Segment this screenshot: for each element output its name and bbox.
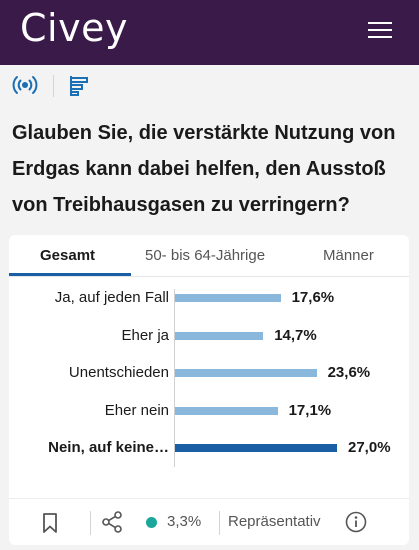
info-icon[interactable] [345,511,367,533]
footer-divider [219,511,220,535]
bar [175,369,317,377]
bar-value-label: 27,0% [348,439,391,456]
results-bar-chart: Ja, auf jeden Fall 17,6% Eher ja 14,7% Unent… [9,277,409,482]
bookmark-icon[interactable] [42,512,58,534]
bar-label: Eher nein [104,401,169,419]
top-app-bar: Civey [0,0,419,65]
bar-label: Eher ja [121,326,169,344]
share-icon[interactable] [100,510,124,534]
bar-label: Nein, auf keine… [48,439,169,456]
tab-gesamt[interactable]: Gesamt [40,247,96,264]
poll-icon-bar [0,65,419,105]
tab-maenner[interactable]: Männer [323,247,374,264]
hamburger-menu-icon[interactable] [368,18,398,42]
bar-chart-icon[interactable] [67,74,91,98]
chart-axis-line [174,289,175,467]
footer-divider [90,511,91,535]
card-footer: 3,3% Repräsentativ [9,498,409,545]
bar-value-label: 17,1% [288,401,332,419]
bar-label: Ja, auf jeden Fall [54,289,169,306]
active-tab-indicator [9,273,131,276]
bar-value-label: 17,6% [291,289,335,306]
tab-50-64-jaehrige[interactable]: 50- bis 64-Jährige [145,247,266,264]
bar [175,331,264,340]
bar-value-label: 23,6% [327,364,371,381]
bar [175,406,278,415]
bar [175,294,281,302]
bar-value-label: 14,7% [274,326,317,344]
segment-tabs: Gesamt 50- bis 64-Jährige Männer [9,235,409,277]
poll-question: Glauben Sie, die verstärkte Nutzung von … [12,122,396,216]
results-card: Gesamt 50- bis 64-Jährige Männer Ja, auf… [9,235,409,545]
civey-logo[interactable]: Civey [20,6,128,50]
margin-of-error: 3,3% [167,513,202,530]
icon-divider [53,75,54,97]
bar-label: Unentschieden [68,364,169,381]
representative-label[interactable]: Repräsentativ [228,513,321,530]
bar [175,444,337,452]
broadcast-icon[interactable] [12,73,38,97]
status-dot [146,517,157,528]
